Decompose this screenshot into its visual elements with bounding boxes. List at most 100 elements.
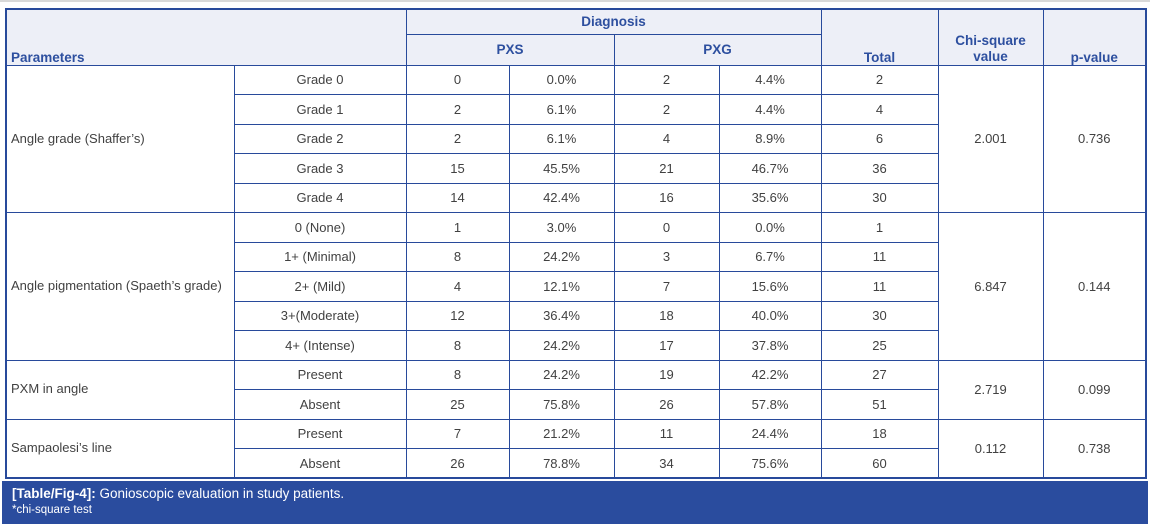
total-cell: 18 bbox=[820, 418, 939, 449]
p-value-cell: 0.099 bbox=[1042, 359, 1147, 420]
table-row: 4+ (Intense) 8 24.2% 17 37.8% 25 bbox=[6, 330, 1146, 361]
row-label: Grade 2 bbox=[233, 123, 407, 154]
pxg-pct-cell: 24.4% bbox=[718, 418, 822, 449]
col-header-p-value: p-value bbox=[1042, 8, 1147, 66]
pxg-pct-cell: 75.6% bbox=[718, 448, 822, 479]
table-row: Grade 2 2 6.1% 4 8.9% 6 bbox=[6, 123, 1146, 154]
table-caption-band: [Table/Fig-4]: Gonioscopic evaluation in… bbox=[2, 481, 1148, 524]
pxs-pct-cell: 45.5% bbox=[508, 153, 615, 184]
pxs-count-cell: 12 bbox=[405, 300, 510, 331]
pxs-pct-cell: 24.2% bbox=[508, 359, 615, 390]
total-cell: 36 bbox=[820, 153, 939, 184]
pxg-count-cell: 3 bbox=[613, 241, 720, 272]
pxs-count-cell: 4 bbox=[405, 271, 510, 302]
pxs-pct-cell: 12.1% bbox=[508, 271, 615, 302]
pxs-count-cell: 0 bbox=[405, 64, 510, 95]
pxg-count-cell: 2 bbox=[613, 64, 720, 95]
total-cell: 2 bbox=[820, 64, 939, 95]
total-cell: 25 bbox=[820, 330, 939, 361]
row-label: 1+ (Minimal) bbox=[233, 241, 407, 272]
pxg-count-cell: 0 bbox=[613, 212, 720, 243]
pxs-count-cell: 15 bbox=[405, 153, 510, 184]
table-row: Angle grade (Shaffer’s) Grade 0 0 0.0% 2… bbox=[5, 64, 1147, 213]
pxg-pct-cell: 6.7% bbox=[718, 241, 822, 272]
col-header-chi-square: Chi-square value bbox=[937, 8, 1044, 66]
pxg-count-cell: 4 bbox=[613, 123, 720, 154]
row-label: Grade 4 bbox=[233, 182, 407, 213]
pxs-pct-cell: 21.2% bbox=[508, 418, 615, 449]
pxg-pct-cell: 35.6% bbox=[718, 182, 822, 213]
chi-square-cell: 2.719 bbox=[937, 359, 1044, 420]
caption-text: Gonioscopic evaluation in study patients… bbox=[95, 486, 345, 501]
row-label: Present bbox=[233, 359, 407, 390]
table-row: Sampaolesi’s line Present 7 21.2% 11 24.… bbox=[5, 418, 1147, 479]
pxs-pct-cell: 6.1% bbox=[508, 123, 615, 154]
table-row: Grade 1 2 6.1% 2 4.4% 4 bbox=[6, 94, 1146, 125]
pxs-count-cell: 8 bbox=[405, 330, 510, 361]
param-cell: PXM in angle bbox=[5, 359, 235, 420]
pxs-pct-cell: 0.0% bbox=[508, 64, 615, 95]
total-cell: 11 bbox=[820, 241, 939, 272]
col-header-pxs: PXS bbox=[405, 33, 615, 66]
col-header-diagnosis: Diagnosis bbox=[405, 8, 822, 35]
pxg-pct-cell: 4.4% bbox=[718, 94, 822, 125]
row-label: Absent bbox=[233, 448, 407, 479]
row-label: Grade 1 bbox=[233, 94, 407, 125]
pxs-pct-cell: 24.2% bbox=[508, 241, 615, 272]
table-row: 3+(Moderate) 12 36.4% 18 40.0% 30 bbox=[6, 300, 1146, 331]
col-header-parameters: Parameters bbox=[5, 8, 407, 66]
pxs-count-cell: 2 bbox=[405, 123, 510, 154]
pxg-pct-cell: 8.9% bbox=[718, 123, 822, 154]
total-cell: 6 bbox=[820, 123, 939, 154]
page-top-edge bbox=[0, 0, 1150, 2]
p-value-cell: 0.736 bbox=[1042, 64, 1147, 213]
total-cell: 30 bbox=[820, 300, 939, 331]
table-row: PXM in angle Present 8 24.2% 19 42.2% 27… bbox=[5, 359, 1147, 420]
row-label: Grade 0 bbox=[233, 64, 407, 95]
pxg-count-cell: 16 bbox=[613, 182, 720, 213]
pxs-count-cell: 1 bbox=[405, 212, 510, 243]
total-cell: 4 bbox=[820, 94, 939, 125]
pxg-count-cell: 7 bbox=[613, 271, 720, 302]
table-row: Angle pigmentation (Spaeth’s grade) 0 (N… bbox=[5, 212, 1147, 361]
row-label: 2+ (Mild) bbox=[233, 271, 407, 302]
pxs-count-cell: 7 bbox=[405, 418, 510, 449]
pxs-count-cell: 8 bbox=[405, 359, 510, 390]
total-cell: 60 bbox=[820, 448, 939, 479]
pxg-count-cell: 18 bbox=[613, 300, 720, 331]
total-cell: 27 bbox=[820, 359, 939, 390]
p-value-cell: 0.144 bbox=[1042, 212, 1147, 361]
caption-label: [Table/Fig-4]: bbox=[12, 486, 96, 501]
pxs-count-cell: 26 bbox=[405, 448, 510, 479]
chi-square-cell: 6.847 bbox=[937, 212, 1044, 361]
pxs-pct-cell: 42.4% bbox=[508, 182, 615, 213]
pxs-pct-cell: 75.8% bbox=[508, 389, 615, 420]
pxg-count-cell: 19 bbox=[613, 359, 720, 390]
total-cell: 11 bbox=[820, 271, 939, 302]
pxg-count-cell: 2 bbox=[613, 94, 720, 125]
pxs-count-cell: 14 bbox=[405, 182, 510, 213]
total-cell: 51 bbox=[820, 389, 939, 420]
row-label: Absent bbox=[233, 389, 407, 420]
pxg-count-cell: 26 bbox=[613, 389, 720, 420]
pxg-count-cell: 34 bbox=[613, 448, 720, 479]
pxg-count-cell: 17 bbox=[613, 330, 720, 361]
row-label: 3+(Moderate) bbox=[233, 300, 407, 331]
pxs-pct-cell: 6.1% bbox=[508, 94, 615, 125]
pxg-pct-cell: 57.8% bbox=[718, 389, 822, 420]
pxg-pct-cell: 37.8% bbox=[718, 330, 822, 361]
table-row: Grade 4 14 42.4% 16 35.6% 30 bbox=[6, 182, 1146, 213]
pxg-count-cell: 11 bbox=[613, 418, 720, 449]
row-label: 0 (None) bbox=[233, 212, 407, 243]
pxg-pct-cell: 42.2% bbox=[718, 359, 822, 390]
pxs-pct-cell: 24.2% bbox=[508, 330, 615, 361]
table-caption: [Table/Fig-4]: Gonioscopic evaluation in… bbox=[12, 485, 1148, 503]
pxs-count-cell: 2 bbox=[405, 94, 510, 125]
gonioscopy-table: Parameters Diagnosis Total Chi-square va… bbox=[5, 8, 1148, 479]
total-cell: 1 bbox=[820, 212, 939, 243]
col-header-total: Total bbox=[820, 8, 939, 66]
pxs-pct-cell: 36.4% bbox=[508, 300, 615, 331]
table-row: Absent 26 78.8% 34 75.6% 60 bbox=[6, 448, 1146, 479]
table-footnote: *chi-square test bbox=[12, 504, 92, 516]
pxg-pct-cell: 0.0% bbox=[718, 212, 822, 243]
